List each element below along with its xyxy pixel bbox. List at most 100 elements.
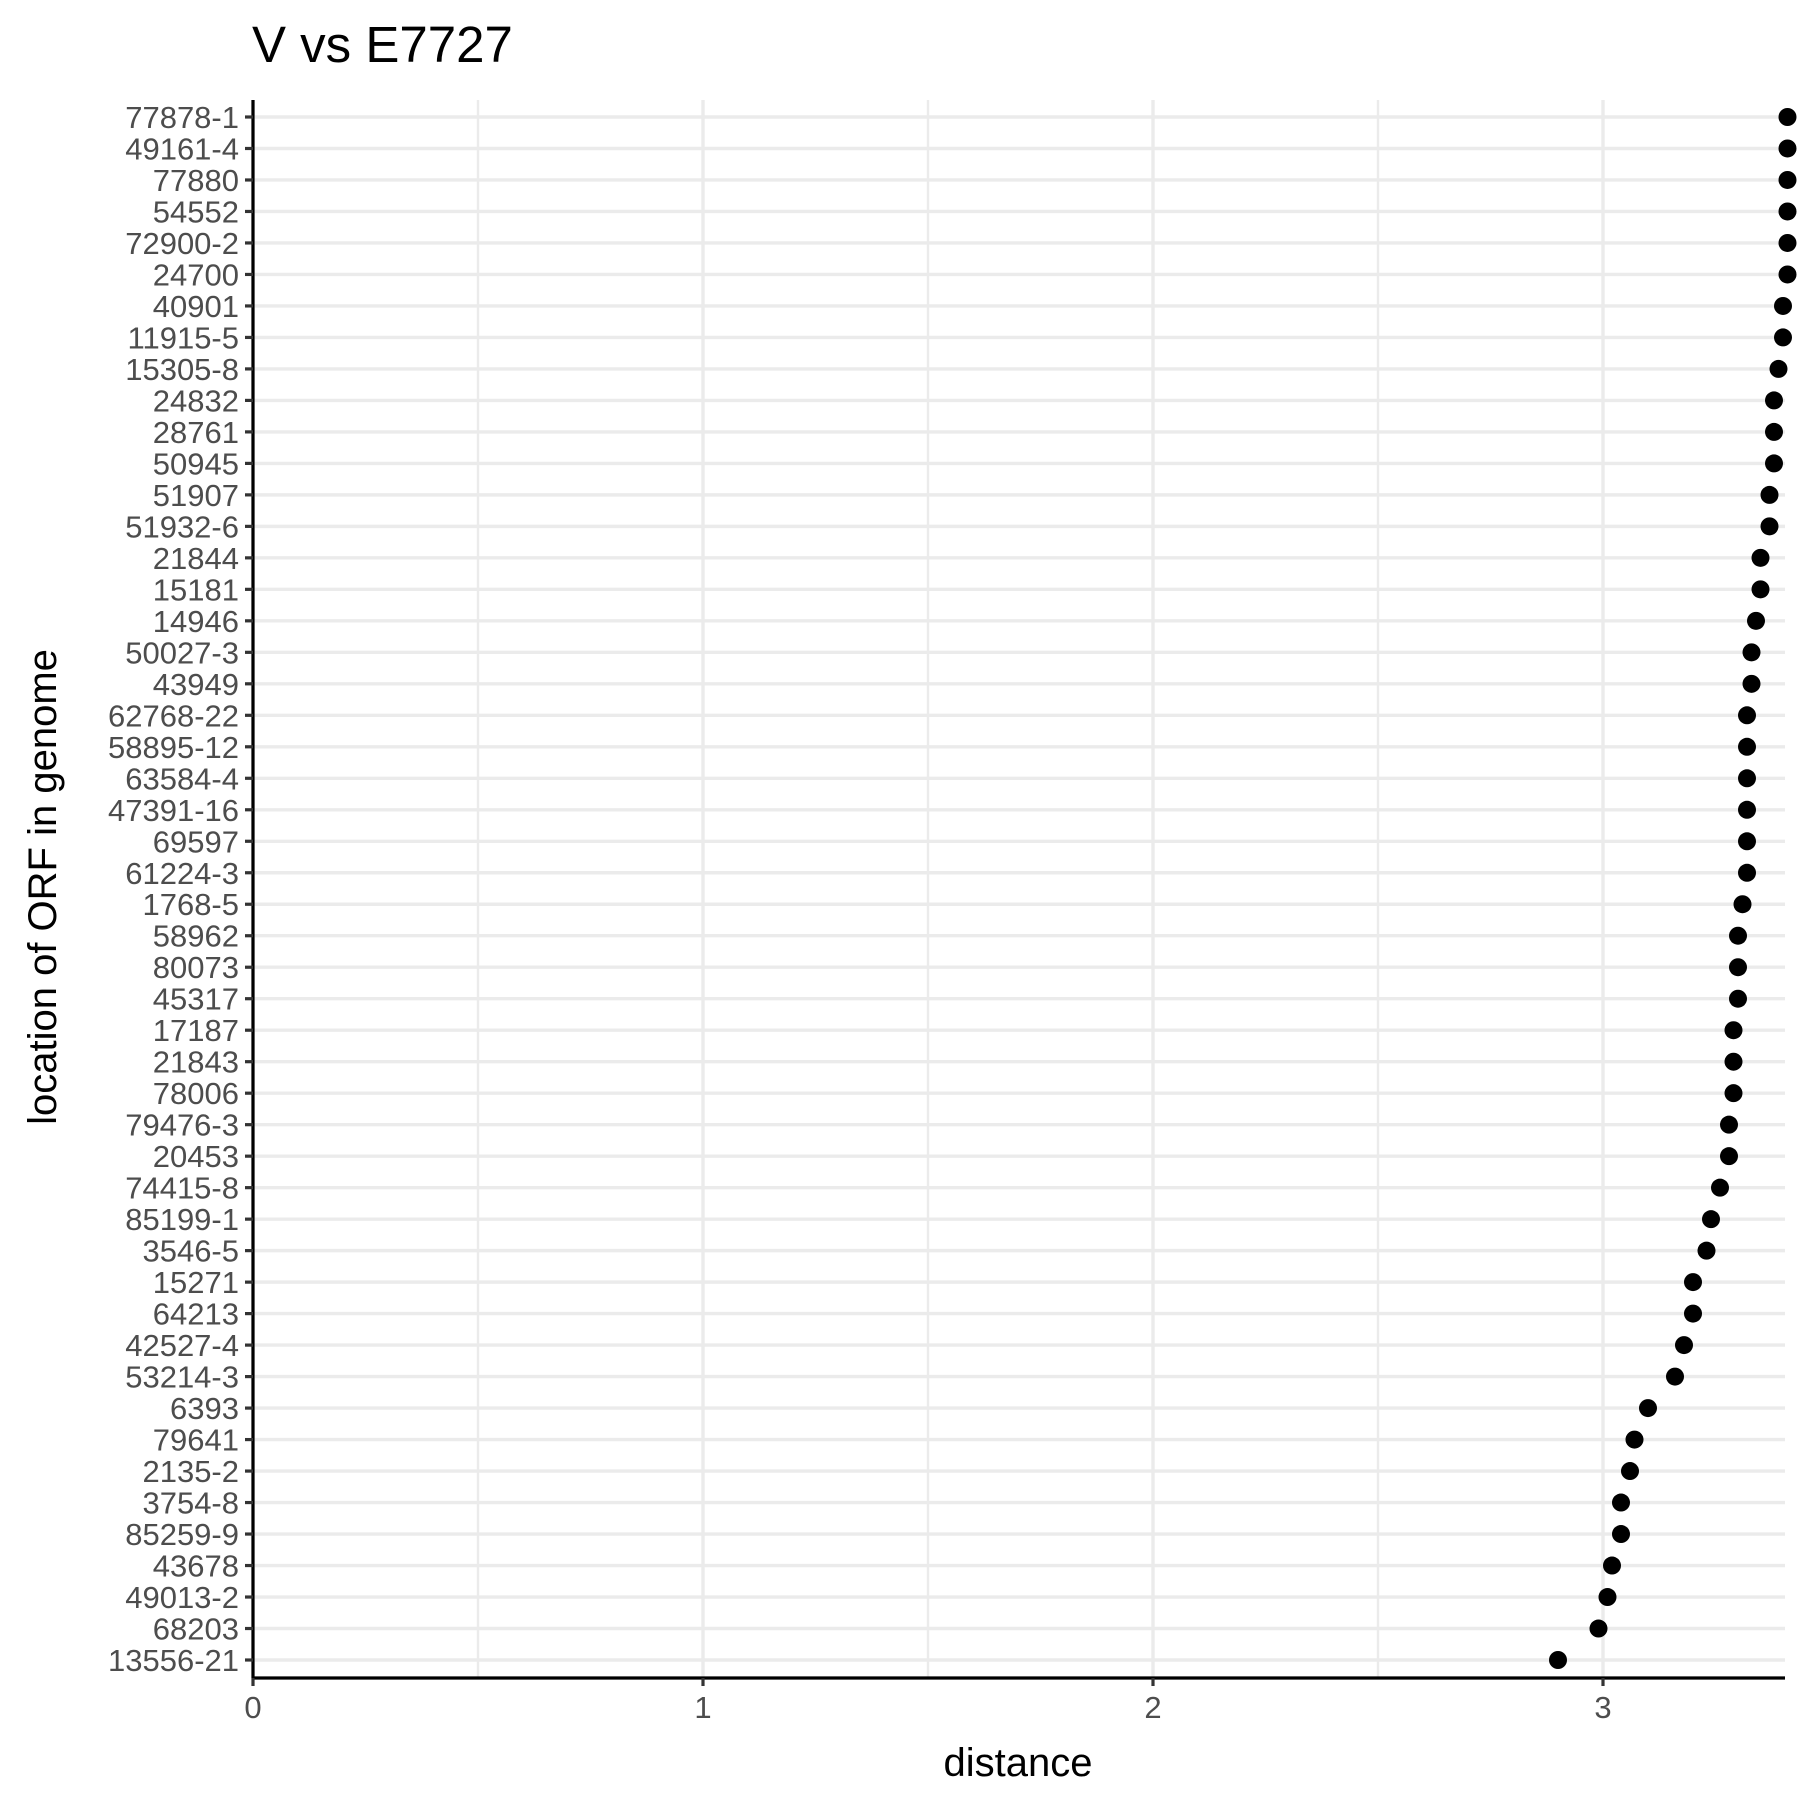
data-point xyxy=(1765,422,1783,441)
y-tick-label: 47391-16 xyxy=(108,793,239,828)
data-point xyxy=(1720,1147,1738,1166)
x-tick-label: 0 xyxy=(244,1690,261,1725)
y-tick-label: 21844 xyxy=(153,541,239,576)
y-tick-label: 69597 xyxy=(153,824,239,859)
y-tick-label: 74415-8 xyxy=(125,1171,239,1206)
data-point xyxy=(1684,1273,1702,1292)
x-tick-label: 3 xyxy=(1594,1690,1611,1725)
y-tick-label: 64213 xyxy=(153,1297,239,1332)
data-point xyxy=(1751,580,1770,599)
data-point xyxy=(1778,233,1797,252)
data-point xyxy=(1774,328,1792,347)
data-point xyxy=(1729,989,1747,1008)
y-tick-label: 2135-2 xyxy=(142,1454,239,1489)
data-point xyxy=(1684,1304,1702,1323)
y-tick-label: 17187 xyxy=(153,1013,239,1048)
data-point xyxy=(1702,1210,1720,1229)
y-tick-label: 51932-6 xyxy=(125,509,239,544)
y-tick-label: 85259-9 xyxy=(125,1517,239,1552)
y-tick-label: 62768-22 xyxy=(108,698,239,733)
y-tick-label: 1768-5 xyxy=(142,887,239,922)
vertical-gridlines xyxy=(251,100,1605,1678)
data-point xyxy=(1778,265,1797,284)
y-tick-label: 3546-5 xyxy=(142,1234,239,1269)
data-point xyxy=(1765,391,1783,410)
y-tick-label: 51907 xyxy=(153,478,239,513)
data-point xyxy=(1724,1052,1743,1071)
y-tick-label: 80073 xyxy=(153,950,239,985)
data-point xyxy=(1778,202,1797,221)
data-point xyxy=(1675,1336,1693,1355)
data-point xyxy=(1612,1525,1630,1544)
data-point xyxy=(1738,863,1756,882)
y-tick-label: 28761 xyxy=(153,415,239,450)
data-point xyxy=(1778,170,1797,189)
y-tick-label: 50027-3 xyxy=(125,635,239,670)
y-tick-label: 78006 xyxy=(153,1076,239,1111)
data-point xyxy=(1729,926,1747,945)
y-tick-label: 53214-3 xyxy=(125,1360,239,1395)
data-point xyxy=(1747,611,1765,630)
data-point xyxy=(1760,517,1779,536)
y-tick-label: 45317 xyxy=(153,982,239,1017)
y-tick-label: 40901 xyxy=(153,289,239,324)
y-tick-label: 21843 xyxy=(153,1045,239,1080)
y-tick-label: 43949 xyxy=(153,667,239,702)
data-point xyxy=(1751,548,1770,567)
data-point xyxy=(1738,769,1756,788)
data-point xyxy=(1742,674,1761,693)
y-tick-label: 49013-2 xyxy=(125,1580,239,1615)
y-tick-label: 24832 xyxy=(153,383,239,418)
y-tick-label: 3754-8 xyxy=(142,1486,239,1521)
data-point xyxy=(1724,1084,1743,1103)
x-tick-labels: 0 1 2 3 xyxy=(244,1690,1611,1725)
y-tick-label: 15305-8 xyxy=(125,352,239,387)
y-tick-label: 13556-21 xyxy=(108,1643,239,1678)
data-point xyxy=(1733,895,1752,914)
data-point xyxy=(1778,139,1797,158)
data-point xyxy=(1778,108,1797,126)
data-point xyxy=(1738,737,1756,756)
y-tick-label: 58962 xyxy=(153,919,239,954)
y-tick-label: 72900-2 xyxy=(125,226,239,261)
y-tick-label: 49161-4 xyxy=(125,131,239,166)
data-point xyxy=(1625,1430,1644,1449)
y-tick-label: 6393 xyxy=(170,1391,239,1426)
y-tick-label: 54552 xyxy=(153,194,239,229)
y-tick-label: 79641 xyxy=(153,1423,239,1458)
y-tick-label: 42527-4 xyxy=(125,1328,239,1363)
x-axis-title: distance xyxy=(944,1741,1093,1785)
y-tick-label: 68203 xyxy=(153,1612,239,1647)
y-tick-label: 61224-3 xyxy=(125,856,239,891)
x-tick-label: 2 xyxy=(1144,1690,1161,1725)
y-tick-label: 15181 xyxy=(153,572,239,607)
data-point xyxy=(1621,1462,1639,1481)
data-points xyxy=(1549,108,1797,1669)
data-point xyxy=(1774,296,1792,315)
y-tick-label: 14946 xyxy=(153,604,239,639)
data-point xyxy=(1742,643,1761,662)
data-point xyxy=(1666,1367,1684,1386)
axes xyxy=(251,100,1785,1680)
y-axis-title: location of ORF in genome xyxy=(21,649,65,1125)
data-point xyxy=(1738,832,1756,851)
y-tick-label: 77878-1 xyxy=(125,100,239,135)
y-tick-label: 79476-3 xyxy=(125,1108,239,1143)
data-point xyxy=(1697,1241,1716,1260)
data-point xyxy=(1765,454,1783,473)
x-tick-label: 1 xyxy=(694,1690,711,1725)
data-point xyxy=(1729,958,1747,977)
data-point xyxy=(1603,1556,1621,1575)
y-tick-label: 20453 xyxy=(153,1139,239,1174)
y-tick-label: 24700 xyxy=(153,257,239,292)
data-point xyxy=(1738,800,1756,819)
data-point xyxy=(1769,359,1788,378)
y-tick-label: 43678 xyxy=(153,1549,239,1584)
y-tick-label: 15271 xyxy=(153,1265,239,1300)
y-tick-label: 58895-12 xyxy=(108,730,239,765)
data-point xyxy=(1598,1588,1617,1607)
y-tick-label: 77880 xyxy=(153,163,239,198)
data-point xyxy=(1724,1021,1743,1040)
data-point xyxy=(1639,1399,1657,1418)
